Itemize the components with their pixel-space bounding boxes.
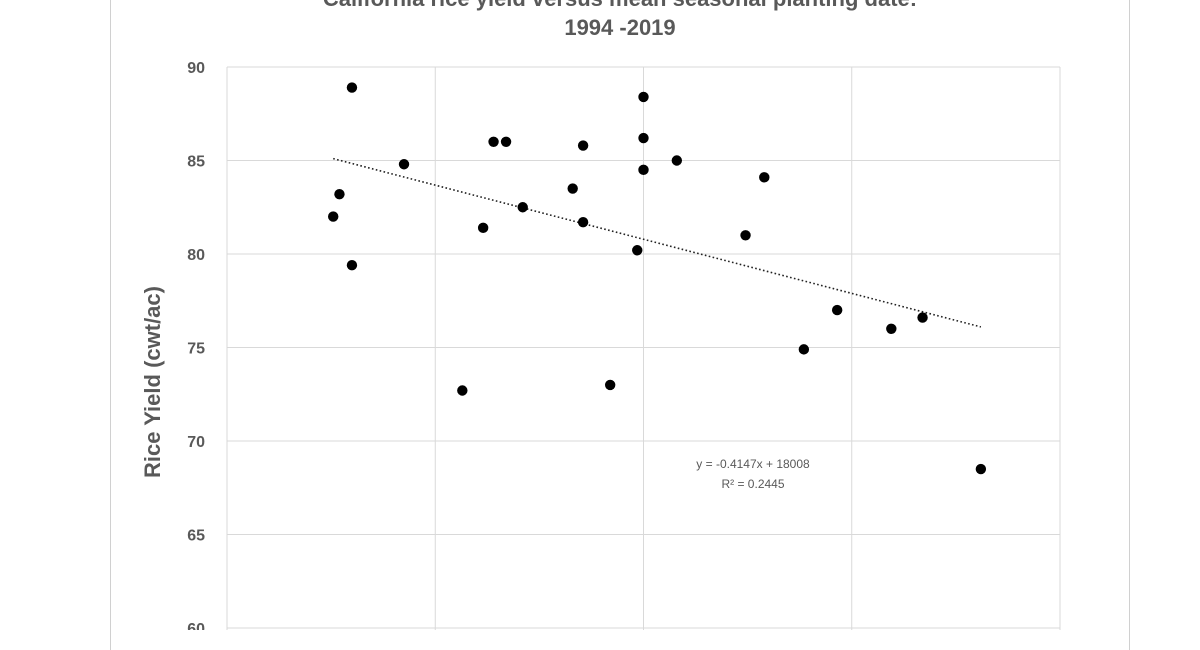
data-point-12 — [577, 217, 589, 228]
chart-title: California rice yield versus mean season… — [0, 0, 1200, 12]
data-point-8 — [500, 136, 512, 147]
data-point-0 — [328, 211, 339, 222]
data-point-21 — [798, 344, 810, 355]
chart-frame — [110, 0, 1130, 650]
data-point-19 — [740, 230, 751, 241]
scatter-chart: 60 65 70 75 80 85 90 Rice Yield (cwt/ac) y = -… — [140, 60, 1061, 630]
y-tick-label-5: 85 — [187, 154, 205, 171]
data-point-22 — [831, 304, 843, 316]
data-point-2 — [346, 82, 358, 93]
trendline — [333, 157, 982, 328]
data-point-20 — [759, 172, 770, 183]
data-point-11 — [577, 140, 589, 151]
data-point-15 — [638, 91, 649, 103]
y-axis-label: Rice Yield (cwt/ac) — [140, 286, 165, 478]
data-point-5 — [457, 385, 468, 396]
data-point-7 — [488, 136, 499, 147]
gridlines — [226, 66, 1061, 630]
data-point-4 — [398, 159, 410, 170]
data-point-3 — [346, 260, 358, 271]
data-point-18 — [671, 155, 683, 166]
trendline-equation: y = -0.4147x + 18008 — [696, 457, 810, 471]
y-tick-label-3: 75 — [187, 341, 205, 358]
data-point-1 — [334, 188, 345, 200]
y-tick-label-2: 70 — [187, 434, 205, 451]
data-point-24 — [917, 312, 928, 323]
y-tick-label-0: 60 — [187, 621, 205, 630]
y-tick-label-6: 90 — [187, 60, 205, 77]
data-point-14 — [632, 245, 643, 256]
data-point-17 — [638, 164, 649, 176]
data-point-25 — [975, 463, 987, 475]
y-tick-labels: 60 65 70 75 80 85 90 — [187, 60, 205, 630]
data-point-9 — [517, 202, 528, 213]
y-tick-label-1: 65 — [187, 528, 205, 545]
data-point-10 — [567, 183, 578, 194]
y-tick-label-4: 80 — [187, 247, 205, 264]
r-squared-label: R² = 0.2445 — [721, 477, 784, 491]
data-point-6 — [477, 222, 489, 234]
data-point-13 — [604, 379, 616, 391]
data-point-16 — [638, 132, 649, 144]
chart-subtitle: 1994 -2019 — [564, 15, 676, 40]
data-points — [328, 82, 987, 475]
data-point-23 — [886, 323, 897, 334]
